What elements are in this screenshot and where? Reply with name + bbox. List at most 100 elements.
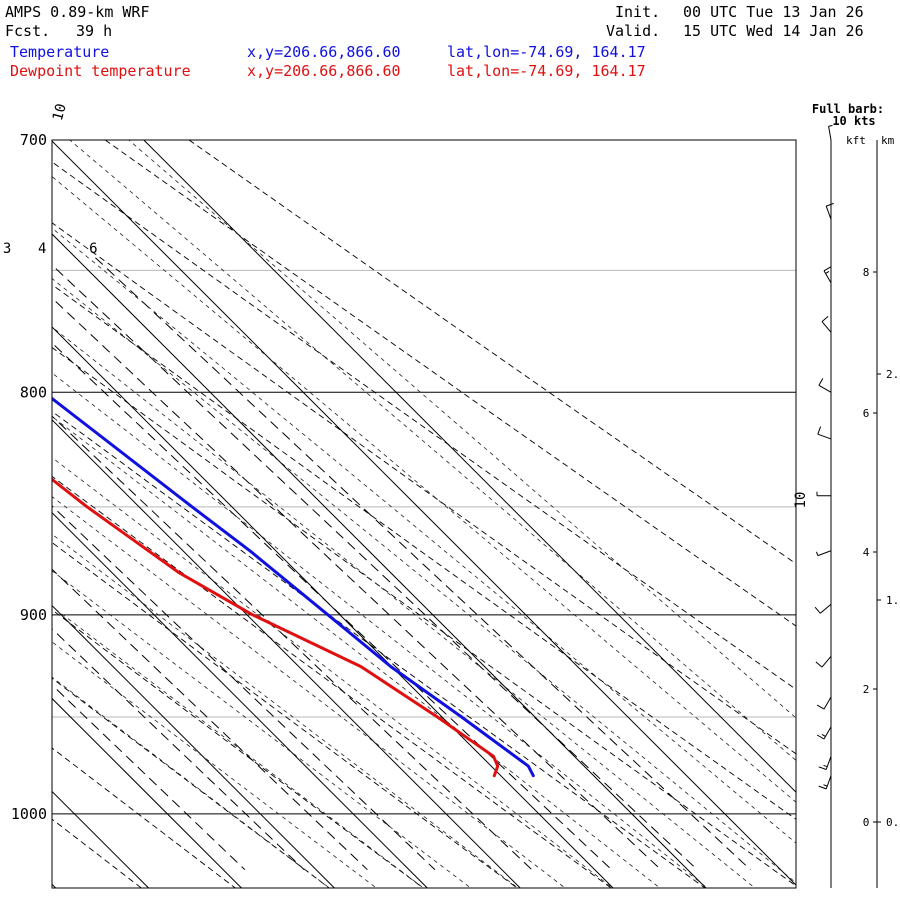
series-line-dewpoint [52, 477, 500, 778]
moist-adiabat-line [52, 326, 756, 888]
wind-barb-flag [814, 606, 821, 614]
moist-adiabat-line [52, 416, 661, 888]
wind-barb-half-flag [823, 784, 828, 787]
sounding-profiles [52, 396, 535, 778]
barb-legend-title: Full barb: [812, 102, 884, 116]
wind-barb [821, 316, 832, 333]
wind-barb-flag [818, 378, 824, 386]
pressure-tick-label: 700 [20, 131, 47, 149]
mixing-ratio-line [52, 628, 305, 871]
valid-label: Valid. [606, 22, 661, 40]
wind-barb [816, 696, 832, 710]
kft-label: kft [846, 134, 866, 147]
wind-barb-column: Full barb: 10 kts kft km 8 6 4 2 0 2. 1. 0. [812, 102, 899, 888]
mixing-ratio-label: 3 [3, 241, 11, 257]
wind-barb-flag [818, 766, 827, 770]
wind-barb [818, 378, 832, 393]
wind-barb-staff [823, 696, 832, 710]
isotherm-line [52, 233, 707, 888]
dry-adiabat-line [52, 410, 706, 888]
moist-adiabat-line [52, 457, 614, 888]
kft-tick-label: 8 [863, 266, 870, 279]
dry-adiabat-line [104, 140, 796, 627]
wind-barb-flag [821, 316, 829, 322]
dry-adiabat-line [52, 284, 796, 820]
isotherm-line [52, 604, 335, 888]
pressure-tick-label: 900 [20, 606, 47, 624]
dry-adiabat-line [52, 346, 796, 887]
mixing-ratio-line [52, 505, 436, 871]
init-time: 00 UTC Tue 13 Jan 26 [683, 3, 864, 21]
wind-barb-flag [826, 202, 834, 207]
pressure-gridlines [52, 139, 796, 815]
legend-temperature-xy: x,y=206.66,866.60 [247, 43, 401, 61]
wind-barb-staff [821, 321, 832, 333]
moist-adiabat-line [69, 140, 796, 761]
series-point-temperature [460, 715, 463, 719]
series-point-dewpoint [251, 613, 254, 616]
legend-dewpoint-name: Dewpoint temperature [10, 62, 191, 80]
moist-adiabat-line [52, 533, 519, 888]
mixing-ratio-line [52, 568, 368, 871]
moist-adiabat-line [52, 676, 331, 888]
series-line-temperature [52, 396, 535, 778]
series-point-temperature [248, 549, 252, 552]
mixing-ratio-line [52, 415, 533, 871]
kft-tick-label: 0 [863, 816, 870, 829]
wind-barb-staff [819, 603, 832, 614]
km-tick-label: 0. [886, 816, 899, 829]
mixing-ratio-line [52, 684, 246, 871]
barb-legend-value: 10 kts [832, 114, 875, 128]
valid-time: 15 UTC Wed 14 Jan 26 [683, 22, 864, 40]
wind-barb [816, 491, 832, 497]
series-point-dewpoint [177, 571, 180, 574]
wind-barb [823, 266, 832, 284]
wind-barb [817, 426, 832, 440]
moist-adiabat-line [52, 496, 566, 888]
wind-barb-flag [817, 426, 822, 435]
wind-barb-flag [816, 704, 825, 710]
series-point-temperature [190, 505, 194, 508]
mixing-ratio-label: 6 [89, 241, 97, 257]
dry-adiabat-line [52, 609, 424, 888]
chart-labels: 7008009001000-70-60-50-40-30-20-10010220… [3, 102, 809, 823]
isotherm-line [143, 140, 796, 793]
series-point-dewpoint [496, 764, 499, 768]
moist-adiabat-line [128, 140, 796, 719]
wind-barb-staff [818, 384, 832, 393]
km-tick-label: 2. [886, 368, 899, 381]
wind-barb-staff [828, 126, 832, 141]
wind-barb [825, 202, 834, 220]
wind-barb [818, 756, 832, 770]
km-label: km [881, 134, 895, 147]
wind-barb [816, 550, 832, 557]
series-point-dewpoint [85, 505, 89, 508]
isotherm-line [52, 419, 521, 888]
mixing-ratio-line [52, 342, 612, 871]
kft-tick-label: 2 [863, 683, 870, 696]
wind-barb-staff [817, 550, 832, 557]
wind-barb-half-flag [821, 733, 826, 737]
wind-barb-half-flag [816, 551, 819, 556]
wind-barb-flag [818, 785, 827, 790]
legend-temperature-name: Temperature [10, 43, 110, 61]
moist-adiabat-line [52, 278, 796, 884]
moist-adiabat-line [52, 227, 796, 844]
wind-barb [814, 603, 832, 614]
legend-dewpoint-latlon: lat,lon=-74.69, 164.17 [447, 62, 646, 80]
wind-barb-half-flag [825, 270, 830, 274]
moist-adiabat-line [52, 606, 425, 888]
wind-barb-staff [825, 775, 832, 790]
wind-barb-half-flag [823, 764, 828, 768]
pressure-tick-label: 800 [20, 383, 47, 401]
isotherm-line [52, 697, 242, 888]
isotherm-line [52, 140, 796, 886]
series-point-temperature [326, 613, 330, 616]
wind-barb-flag [816, 734, 825, 740]
isotherm-right-label: 10 [793, 492, 809, 509]
moist-adiabat-line [52, 641, 378, 888]
thermo-background-lines [52, 140, 796, 888]
series-point-dewpoint [492, 755, 495, 758]
init-label: Init. [615, 3, 661, 21]
